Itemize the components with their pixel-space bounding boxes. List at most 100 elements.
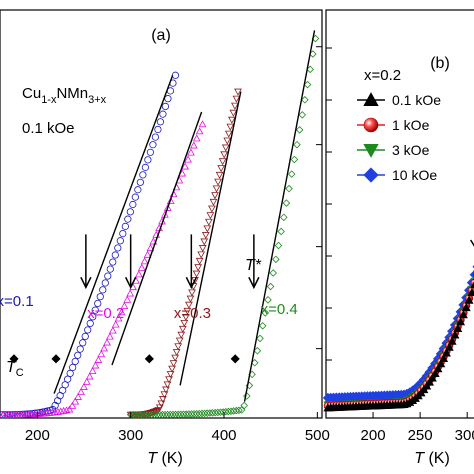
legend-marker	[363, 92, 379, 106]
data-point	[182, 410, 190, 418]
data-point	[206, 212, 215, 220]
data-point	[221, 144, 230, 152]
data-point	[126, 289, 135, 297]
data-point	[280, 213, 288, 222]
legend-marker	[363, 117, 379, 133]
data-point	[187, 410, 196, 418]
data-point	[198, 120, 207, 128]
data-point	[146, 244, 155, 252]
series-x=0.2	[0, 120, 207, 418]
data-point	[174, 343, 183, 351]
data-point	[157, 400, 166, 408]
data-point	[114, 244, 122, 252]
data-point	[126, 208, 134, 216]
data-point	[436, 359, 446, 368]
data-point	[285, 184, 293, 193]
data-point	[163, 381, 172, 389]
data-point	[69, 363, 77, 372]
data-point	[214, 178, 222, 186]
data-point	[119, 229, 127, 238]
data-point	[433, 364, 443, 373]
panel-a-fits	[53, 30, 316, 402]
data-point	[158, 410, 167, 419]
panel-b-label: (b)	[430, 55, 450, 72]
data-point	[155, 404, 164, 412]
data-point	[103, 338, 111, 346]
data-point	[175, 337, 184, 345]
data-point	[223, 137, 232, 145]
data-point	[243, 392, 251, 400]
data-point	[152, 407, 161, 415]
data-point	[256, 334, 264, 343]
data-point	[71, 397, 80, 405]
panel-a-x-tick-label: 500	[305, 427, 330, 444]
data-point	[166, 197, 175, 205]
data-point	[171, 410, 180, 419]
data-point	[290, 155, 299, 164]
data-point	[100, 344, 109, 352]
data-point	[231, 102, 239, 110]
panel-b: 200 250 300 (b) x=0.2 0.1 kOe 1 kOe 3 kOe 10 …	[322, 9, 474, 467]
data-point	[430, 368, 440, 378]
panel-a-xlabel: T (K)	[147, 450, 183, 467]
data-point	[186, 295, 195, 303]
tstar-arrowhead	[80, 276, 92, 290]
data-point	[470, 281, 474, 289]
data-point	[53, 407, 62, 415]
data-point	[261, 309, 270, 317]
data-point	[158, 396, 167, 404]
data-point	[192, 270, 201, 278]
data-point	[134, 186, 142, 194]
data-point	[106, 265, 114, 273]
legend-label: 10 kOe	[392, 167, 437, 183]
data-point	[146, 148, 154, 156]
data-point	[94, 299, 102, 308]
legend-item: 10 kOe	[357, 167, 437, 183]
tstar-arrowhead	[248, 276, 260, 290]
data-point	[211, 408, 219, 417]
data-point	[166, 410, 175, 419]
data-point	[303, 80, 312, 89]
data-point	[301, 96, 309, 104]
tc-marker	[51, 354, 61, 364]
data-point	[104, 272, 112, 280]
data-point	[189, 141, 198, 149]
data-point	[132, 410, 140, 419]
data-point	[206, 409, 214, 417]
data-point	[200, 238, 209, 246]
panel-b-x-tick-label: 300	[455, 427, 474, 444]
series-1 kOe	[323, 272, 474, 411]
data-point	[214, 408, 222, 417]
data-point	[444, 342, 454, 351]
data-point	[137, 410, 145, 419]
data-point	[121, 222, 129, 230]
data-point	[181, 313, 190, 321]
legend-marker	[363, 143, 379, 158]
data-point	[215, 171, 224, 179]
panel-b-x-axis: 200 250 300	[361, 412, 474, 444]
series-x=0.3	[126, 88, 242, 419]
panel-b-x-tick-label: 200	[361, 427, 386, 444]
data-point	[447, 336, 457, 345]
data-point	[140, 410, 148, 419]
panel-b-arrowhead	[470, 239, 474, 247]
data-point	[191, 276, 199, 284]
data-point	[234, 88, 242, 96]
data-point	[101, 279, 109, 287]
data-point	[178, 169, 187, 177]
data-point	[441, 348, 451, 357]
data-point	[198, 409, 206, 418]
data-point	[200, 409, 209, 418]
data-point	[51, 408, 59, 416]
data-point	[96, 293, 104, 301]
data-point	[184, 155, 192, 163]
data-point	[168, 365, 176, 373]
data-point	[163, 203, 172, 211]
panel-a-x-axis: 200 300 400 500	[25, 46, 330, 444]
data-point	[177, 410, 185, 419]
data-point	[282, 199, 291, 207]
data-point	[91, 306, 99, 314]
data-point	[150, 410, 159, 419]
data-point	[287, 170, 296, 178]
